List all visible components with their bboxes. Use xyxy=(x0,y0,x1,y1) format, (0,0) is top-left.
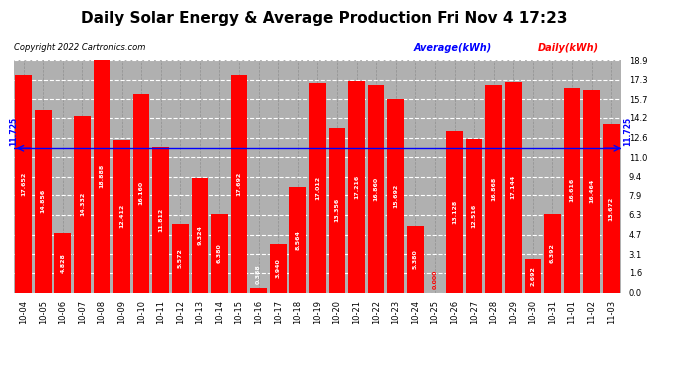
Bar xyxy=(290,187,306,292)
Text: 17.216: 17.216 xyxy=(354,174,359,199)
Text: 8.564: 8.564 xyxy=(295,230,300,250)
Text: 6.380: 6.380 xyxy=(217,243,222,263)
Text: 16.616: 16.616 xyxy=(569,178,575,203)
Bar xyxy=(485,85,502,292)
Text: 11.725: 11.725 xyxy=(623,117,632,146)
Bar xyxy=(94,60,110,292)
Bar xyxy=(564,88,580,292)
Text: 18.888: 18.888 xyxy=(99,164,104,189)
Bar xyxy=(230,75,248,292)
Text: 16.464: 16.464 xyxy=(589,179,594,203)
Bar xyxy=(407,226,424,292)
Text: 12.516: 12.516 xyxy=(471,203,477,228)
Bar xyxy=(113,140,130,292)
Text: 16.860: 16.860 xyxy=(374,177,379,201)
Text: 13.672: 13.672 xyxy=(609,196,613,220)
Bar xyxy=(583,90,600,292)
Bar xyxy=(446,131,463,292)
Text: 17.692: 17.692 xyxy=(237,171,241,196)
Text: 13.128: 13.128 xyxy=(452,200,457,224)
Text: 14.856: 14.856 xyxy=(41,189,46,213)
Text: 14.332: 14.332 xyxy=(80,192,85,216)
Text: 5.572: 5.572 xyxy=(178,248,183,268)
Text: 0.000: 0.000 xyxy=(433,269,437,289)
Bar xyxy=(328,128,345,292)
Text: 16.868: 16.868 xyxy=(491,177,496,201)
Bar xyxy=(524,260,541,292)
Text: 15.692: 15.692 xyxy=(393,184,398,208)
Bar xyxy=(466,138,482,292)
Text: 12.412: 12.412 xyxy=(119,204,124,228)
Text: Daily(kWh): Daily(kWh) xyxy=(538,43,600,53)
Bar xyxy=(152,147,169,292)
Text: 17.652: 17.652 xyxy=(21,172,26,196)
Text: 17.144: 17.144 xyxy=(511,175,515,199)
Text: 2.692: 2.692 xyxy=(531,266,535,286)
Bar xyxy=(505,82,522,292)
Text: Copyright 2022 Cartronics.com: Copyright 2022 Cartronics.com xyxy=(14,43,145,52)
Bar xyxy=(15,75,32,292)
Bar xyxy=(387,99,404,292)
Text: 17.012: 17.012 xyxy=(315,176,320,200)
Bar xyxy=(270,244,286,292)
Bar xyxy=(368,85,384,292)
Bar xyxy=(172,224,188,292)
Text: Average(kWh): Average(kWh) xyxy=(414,43,492,53)
Bar xyxy=(55,233,71,292)
Text: 6.392: 6.392 xyxy=(550,243,555,263)
Text: 5.380: 5.380 xyxy=(413,249,418,269)
Bar xyxy=(35,110,52,292)
Bar xyxy=(74,116,90,292)
Bar xyxy=(132,94,150,292)
Bar xyxy=(544,214,561,292)
Bar xyxy=(348,81,365,292)
Bar xyxy=(192,178,208,292)
Text: Daily Solar Energy & Average Production Fri Nov 4 17:23: Daily Solar Energy & Average Production … xyxy=(81,11,568,26)
Bar xyxy=(250,288,267,292)
Text: 13.356: 13.356 xyxy=(335,198,339,222)
Bar xyxy=(309,83,326,292)
Text: 4.828: 4.828 xyxy=(60,253,66,273)
Bar xyxy=(211,214,228,292)
Text: 16.160: 16.160 xyxy=(139,181,144,205)
Bar xyxy=(603,124,620,292)
Text: 3.940: 3.940 xyxy=(276,258,281,278)
Text: 0.388: 0.388 xyxy=(256,264,261,284)
Text: 11.725: 11.725 xyxy=(9,117,19,146)
Text: 9.324: 9.324 xyxy=(197,225,202,245)
Text: 11.812: 11.812 xyxy=(158,208,164,232)
